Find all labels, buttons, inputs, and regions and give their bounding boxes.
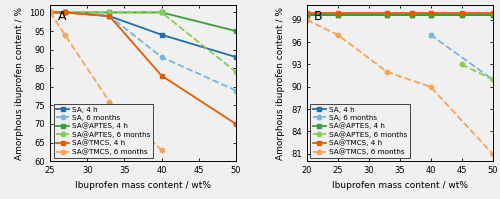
SA, 4 h bbox=[158, 34, 164, 36]
Line: SA, 4 h: SA, 4 h bbox=[304, 12, 494, 17]
SA@APTES, 4 h bbox=[384, 14, 390, 16]
SA, 4 h bbox=[384, 14, 390, 16]
SA@APTES, 4 h bbox=[47, 11, 53, 14]
SA@TMCS, 4 h bbox=[158, 74, 164, 77]
SA@APTES, 6 months bbox=[490, 78, 496, 81]
SA, 6 months bbox=[62, 11, 68, 14]
Line: SA, 4 h: SA, 4 h bbox=[48, 10, 238, 59]
Y-axis label: Amorphous ibuprofen content / %: Amorphous ibuprofen content / % bbox=[276, 7, 285, 160]
X-axis label: Ibuprofen mass content / wt%: Ibuprofen mass content / wt% bbox=[75, 181, 211, 190]
SA@APTES, 4 h bbox=[106, 11, 112, 14]
SA@TMCS, 6 months bbox=[62, 34, 68, 36]
Line: SA@TMCS, 6 months: SA@TMCS, 6 months bbox=[48, 10, 164, 152]
Legend: SA, 4 h, SA, 6 months, SA@APTES, 4 h, SA@APTES, 6 months, SA@TMCS, 4 h, SA@TMCS,: SA, 4 h, SA, 6 months, SA@APTES, 4 h, SA… bbox=[310, 104, 410, 158]
SA@TMCS, 6 months bbox=[106, 100, 112, 103]
SA@TMCS, 4 h bbox=[304, 12, 310, 14]
SA@APTES, 4 h bbox=[233, 30, 239, 32]
SA@APTES, 4 h bbox=[304, 14, 310, 16]
Line: SA@TMCS, 4 h: SA@TMCS, 4 h bbox=[48, 10, 238, 126]
SA, 6 months bbox=[47, 11, 53, 14]
SA@TMCS, 4 h bbox=[47, 11, 53, 14]
SA@APTES, 6 months bbox=[106, 11, 112, 14]
SA, 6 months bbox=[428, 34, 434, 36]
SA@APTES, 6 months bbox=[158, 11, 164, 14]
SA, 4 h bbox=[409, 14, 415, 16]
SA@APTES, 6 months bbox=[233, 71, 239, 73]
SA, 4 h bbox=[490, 14, 496, 16]
SA, 4 h bbox=[233, 56, 239, 58]
SA, 4 h bbox=[106, 15, 112, 17]
SA, 6 months bbox=[490, 78, 496, 81]
SA@APTES, 4 h bbox=[428, 14, 434, 16]
SA@TMCS, 4 h bbox=[334, 12, 340, 14]
SA@TMCS, 6 months bbox=[304, 19, 310, 21]
SA@TMCS, 4 h bbox=[233, 123, 239, 125]
SA@APTES, 4 h bbox=[458, 14, 464, 16]
SA, 4 h bbox=[428, 14, 434, 16]
SA@TMCS, 4 h bbox=[384, 12, 390, 14]
SA@APTES, 4 h bbox=[409, 14, 415, 16]
SA@TMCS, 6 months bbox=[158, 149, 164, 151]
Line: SA@APTES, 4 h: SA@APTES, 4 h bbox=[304, 12, 494, 17]
SA, 6 months bbox=[233, 89, 239, 92]
SA@TMCS, 6 months bbox=[428, 86, 434, 88]
Line: SA, 6 months: SA, 6 months bbox=[428, 32, 494, 82]
SA, 4 h bbox=[334, 14, 340, 16]
SA@TMCS, 6 months bbox=[490, 153, 496, 155]
Line: SA@TMCS, 4 h: SA@TMCS, 4 h bbox=[304, 11, 494, 15]
SA@TMCS, 4 h bbox=[106, 15, 112, 17]
SA, 6 months bbox=[158, 56, 164, 58]
X-axis label: Ibuprofen mass content / wt%: Ibuprofen mass content / wt% bbox=[332, 181, 468, 190]
SA@APTES, 6 months bbox=[47, 11, 53, 14]
SA@APTES, 6 months bbox=[62, 11, 68, 14]
SA, 6 months bbox=[106, 15, 112, 17]
SA, 4 h bbox=[47, 11, 53, 14]
Line: SA@APTES, 6 months: SA@APTES, 6 months bbox=[460, 62, 494, 82]
Line: SA@APTES, 6 months: SA@APTES, 6 months bbox=[48, 10, 238, 74]
Text: A: A bbox=[58, 10, 66, 23]
SA@APTES, 4 h bbox=[334, 14, 340, 16]
SA@APTES, 4 h bbox=[158, 11, 164, 14]
Line: SA@APTES, 4 h: SA@APTES, 4 h bbox=[48, 10, 238, 33]
SA@TMCS, 4 h bbox=[409, 12, 415, 14]
SA@TMCS, 4 h bbox=[490, 12, 496, 14]
Line: SA, 6 months: SA, 6 months bbox=[48, 10, 238, 93]
SA@TMCS, 4 h bbox=[458, 12, 464, 14]
SA@TMCS, 4 h bbox=[428, 12, 434, 14]
SA@TMCS, 6 months bbox=[384, 71, 390, 73]
Line: SA@TMCS, 6 months: SA@TMCS, 6 months bbox=[304, 18, 494, 156]
SA@TMCS, 6 months bbox=[334, 34, 340, 36]
Text: B: B bbox=[314, 10, 322, 23]
SA, 4 h bbox=[304, 14, 310, 16]
SA, 4 h bbox=[62, 11, 68, 14]
SA@TMCS, 4 h bbox=[62, 11, 68, 14]
SA, 4 h bbox=[458, 14, 464, 16]
SA@TMCS, 6 months bbox=[47, 11, 53, 14]
SA@APTES, 6 months bbox=[458, 63, 464, 66]
SA@APTES, 4 h bbox=[490, 14, 496, 16]
Legend: SA, 4 h, SA, 6 months, SA@APTES, 4 h, SA@APTES, 6 months, SA@TMCS, 4 h, SA@TMCS,: SA, 4 h, SA, 6 months, SA@APTES, 4 h, SA… bbox=[54, 104, 153, 158]
Y-axis label: Amorphous ibuprofen content / %: Amorphous ibuprofen content / % bbox=[15, 7, 24, 160]
SA@APTES, 4 h bbox=[62, 11, 68, 14]
